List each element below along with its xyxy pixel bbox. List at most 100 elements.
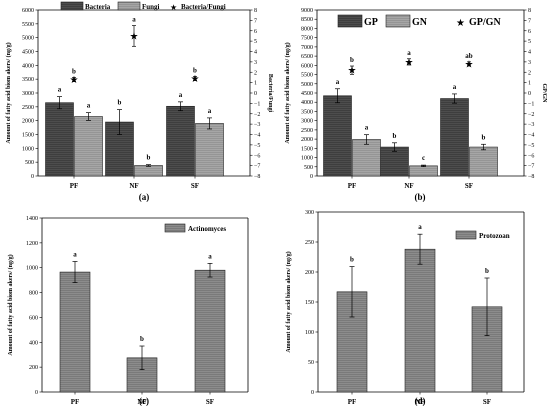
y-tick-label: 5000 <box>22 36 34 42</box>
bar <box>404 248 436 393</box>
y2-tick-label: −2 <box>528 112 534 118</box>
x-tick-label: NF <box>129 182 138 190</box>
y2-tick-label: 6 <box>528 29 531 35</box>
bar <box>74 116 103 177</box>
y2-tick-label: 5 <box>528 39 531 45</box>
y-tick-label: 7500 <box>301 36 313 42</box>
bar <box>380 146 409 177</box>
y-axis-label: Amount of fatty acid biom akers/ (ng/g) <box>7 254 14 355</box>
significance-letter: a <box>208 107 212 115</box>
y2-tick-label: −1 <box>254 101 260 107</box>
y-tick-label: 6000 <box>22 8 34 14</box>
bar <box>45 102 74 177</box>
bar <box>194 269 226 393</box>
bar <box>195 123 224 177</box>
y-tick-label: 3000 <box>301 119 313 125</box>
x-tick-label: PF <box>348 182 357 190</box>
x-tick-label: SF <box>191 182 199 190</box>
y2-tick-label: 1 <box>254 81 257 87</box>
legend-swatch <box>337 14 363 28</box>
y2-axis-label: GP/GN <box>541 84 547 104</box>
bar <box>469 146 498 177</box>
x-tick-label: SF <box>465 182 473 190</box>
ratio-significance-letter: ab <box>465 52 473 60</box>
bar <box>166 105 195 177</box>
significance-letter: a <box>87 102 91 110</box>
significance-letter: c <box>422 154 425 162</box>
y-tick-label: 6500 <box>301 54 313 60</box>
y2-tick-label: −4 <box>254 133 260 139</box>
legend-label: GN <box>412 17 428 28</box>
y2-tick-label: 3 <box>254 60 257 66</box>
y2-tick-label: −1 <box>528 101 534 107</box>
y2-tick-label: −8 <box>254 174 260 180</box>
y-tick-label: 500 <box>25 160 34 166</box>
y-tick-label: 5500 <box>22 22 34 28</box>
legend-swatch <box>117 1 141 11</box>
significance-letter: a <box>208 252 212 260</box>
significance-letter: a <box>336 78 340 86</box>
significance-letter: b <box>350 256 354 264</box>
ratio-point: ★ <box>348 66 357 77</box>
y-tick-label: 8500 <box>301 17 313 23</box>
panel-label: (c) <box>139 396 149 406</box>
ratio-significance-letter: b <box>72 67 76 75</box>
y2-tick-label: −3 <box>254 122 260 128</box>
significance-letter: b <box>482 133 486 141</box>
y2-tick-label: 5 <box>254 39 257 45</box>
ratio-point: ★ <box>405 57 414 68</box>
legend-label: Protozoan <box>479 232 510 240</box>
y-tick-label: 8000 <box>301 26 313 32</box>
y2-tick-label: −6 <box>254 153 260 159</box>
y2-tick-label: 4 <box>528 50 531 56</box>
legend-star: ★ <box>170 3 177 12</box>
y-tick-label: 1500 <box>22 133 34 139</box>
y-tick-label: 4000 <box>301 100 313 106</box>
y-tick-label: 2500 <box>22 105 34 111</box>
legend-label: Actinomyces <box>188 225 226 233</box>
y-tick-label: 2000 <box>22 119 34 125</box>
y-tick-label: 1400 <box>26 216 38 222</box>
legend-swatch <box>385 14 411 28</box>
y2-tick-label: 0 <box>254 91 257 97</box>
panel-label: (b) <box>415 192 426 202</box>
significance-letter: b <box>118 99 122 107</box>
y-tick-label: 200 <box>305 270 314 276</box>
y-tick-label: 3500 <box>22 77 34 83</box>
y2-tick-label: −4 <box>528 133 534 139</box>
ratio-point: ★ <box>191 74 200 85</box>
y2-tick-label: 0 <box>528 91 531 97</box>
bar <box>59 271 91 393</box>
significance-letter: a <box>453 83 457 91</box>
y-axis-label: Amount of fatty acid biom akers/ (ng/g) <box>284 42 291 143</box>
ratio-significance-letter: b <box>193 66 197 74</box>
x-tick-label: NF <box>404 182 413 190</box>
y-tick-label: 1000 <box>26 266 38 272</box>
y2-tick-label: −3 <box>528 122 534 128</box>
legend-swatch <box>60 1 84 11</box>
y-tick-label: 200 <box>29 365 38 371</box>
y-tick-label: 600 <box>29 315 38 321</box>
y-tick-label: 0 <box>31 174 34 180</box>
y-tick-label: 300 <box>305 210 314 216</box>
y2-tick-label: 4 <box>254 50 257 56</box>
y-tick-label: 7000 <box>301 45 313 51</box>
legend-label: Bacteria/Fungi <box>181 3 226 11</box>
y2-tick-label: −7 <box>528 164 534 170</box>
panel-label: (a) <box>139 192 150 202</box>
y2-tick-label: 2 <box>528 70 531 76</box>
bar <box>409 165 438 177</box>
ratio-significance-letter: b <box>350 56 354 64</box>
legend-star: ★ <box>456 18 465 29</box>
ratio-point: ★ <box>70 75 79 86</box>
significance-letter: a <box>73 251 77 259</box>
y2-tick-label: 6 <box>254 29 257 35</box>
significance-letter: a <box>418 223 422 231</box>
y-tick-label: 800 <box>29 291 38 297</box>
ratio-point: ★ <box>465 59 474 70</box>
y2-tick-label: −5 <box>254 143 260 149</box>
y-axis-label: Amount of fatty acid biom akers/ (ng/g) <box>5 42 12 143</box>
y-tick-label: 1200 <box>26 241 38 247</box>
y2-axis-label: Bacteria/Fungi <box>267 74 273 113</box>
